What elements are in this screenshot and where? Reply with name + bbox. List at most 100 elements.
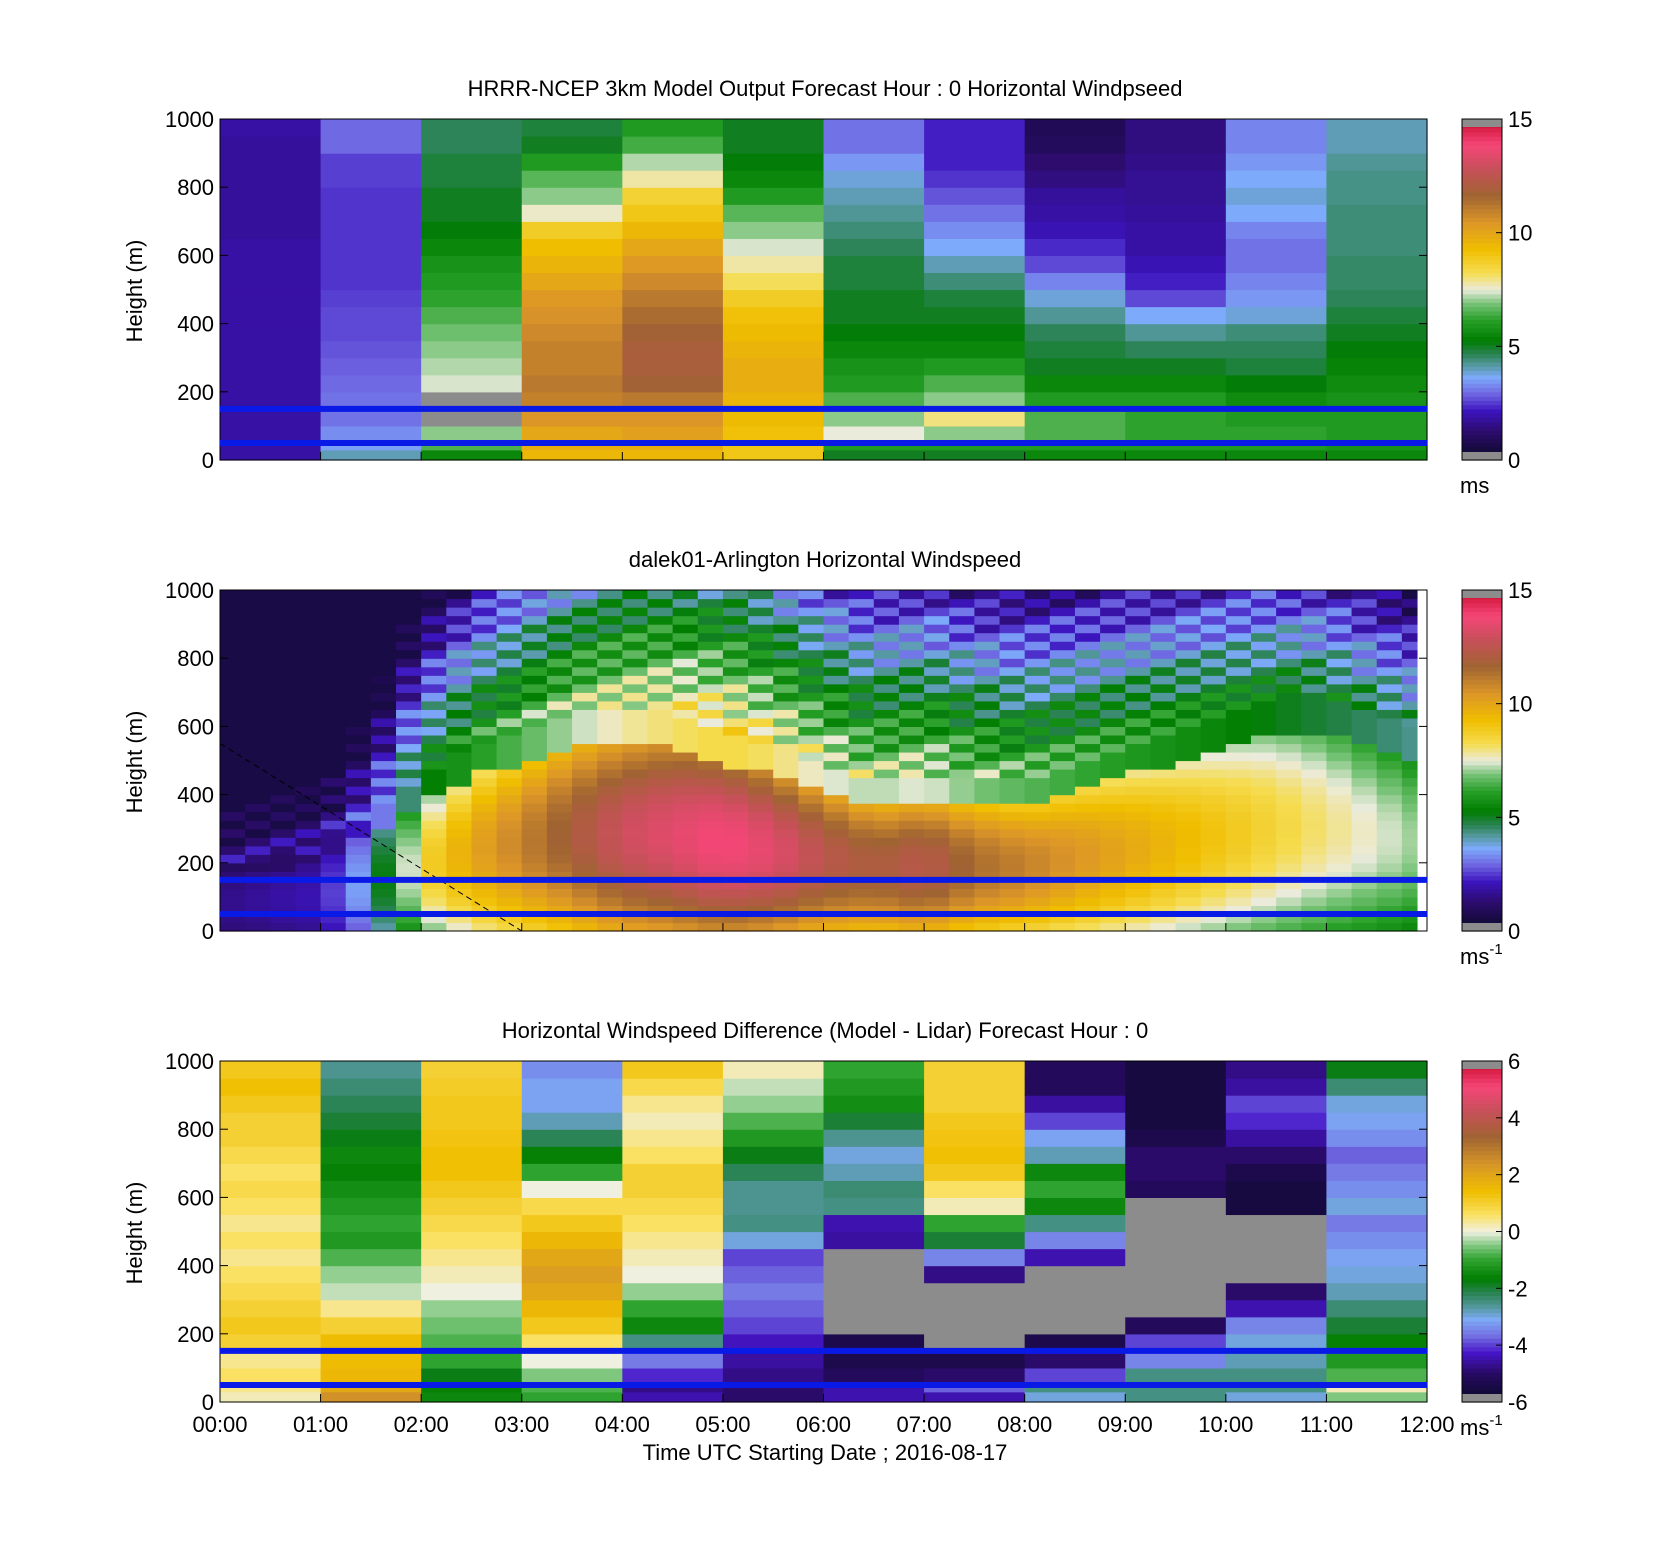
heatmap-cell [722, 786, 749, 796]
colorbar-swatch [1462, 828, 1502, 834]
heatmap-cell [1024, 425, 1126, 441]
colorbar-under [1462, 1394, 1502, 1402]
heatmap-cell [546, 794, 573, 804]
colorbar-swatch [1462, 1090, 1502, 1096]
heatmap-cell [270, 811, 297, 821]
heatmap-cell [245, 615, 271, 625]
heatmap-cell [1301, 624, 1328, 634]
heatmap-cell [622, 1391, 724, 1403]
heatmap-cell [421, 1231, 523, 1250]
heatmap-cell [1225, 709, 1252, 719]
heatmap-cell [773, 837, 799, 847]
heatmap-cell [1276, 896, 1302, 907]
heatmap-cell [798, 624, 825, 634]
heatmap-cell [245, 896, 271, 907]
heatmap-cell [1276, 777, 1302, 787]
heatmap-cell [1100, 624, 1126, 634]
heatmap-cell [848, 726, 875, 736]
heatmap-cell [1150, 683, 1177, 693]
heatmap-cell [1175, 641, 1202, 651]
heatmap-cell [873, 769, 900, 779]
heatmap-cell [597, 615, 623, 625]
heatmap-cell [622, 590, 649, 600]
heatmap-cell [697, 786, 724, 796]
heatmap-cell [1125, 1231, 1227, 1250]
heatmap-cell [748, 828, 774, 838]
heatmap-cell [873, 683, 900, 693]
heatmap-cell [1401, 641, 1418, 651]
colorbar-over [1462, 590, 1502, 598]
heatmap-cell [396, 854, 422, 864]
heatmap-cell [1326, 888, 1353, 898]
heatmap-cell [1024, 1129, 1126, 1147]
heatmap-cell [1200, 590, 1227, 600]
heatmap-cell [949, 820, 975, 830]
heatmap-cell [345, 598, 372, 608]
heatmap-cell [647, 786, 674, 796]
heatmap-cell [1100, 590, 1126, 600]
heatmap-cell [1276, 743, 1302, 753]
heatmap-cell [823, 1265, 925, 1284]
heatmap-cell [521, 922, 548, 932]
colorbar-swatch [1462, 413, 1502, 418]
heatmap-cell [924, 1333, 1026, 1352]
heatmap-cell [1225, 1146, 1328, 1164]
heatmap-cell [270, 913, 297, 924]
heatmap-cell [1351, 726, 1378, 736]
heatmap-cell [1024, 786, 1051, 796]
heatmap-cell [1351, 854, 1378, 864]
heatmap-cell [1024, 598, 1051, 608]
colorbar-swatch [1462, 756, 1502, 762]
heatmap-cell [848, 888, 875, 898]
heatmap-cell [1225, 357, 1328, 376]
heatmap-cell [1301, 726, 1328, 736]
heatmap-cell [722, 632, 749, 642]
heatmap-cell [773, 896, 799, 907]
heatmap-cell [220, 255, 322, 274]
colorbar-swatch [1462, 769, 1502, 774]
heatmap-cell [320, 726, 347, 736]
heatmap-cell [748, 607, 774, 617]
colorbar-swatch [1462, 1299, 1502, 1305]
heatmap-cell [345, 700, 372, 710]
heatmap-cell [1150, 922, 1177, 932]
heatmap-cell [396, 913, 422, 924]
heatmap-cell [1175, 615, 1202, 625]
heatmap-cell [1351, 777, 1378, 787]
heatmap-cell [521, 615, 548, 625]
heatmap-cell [898, 709, 925, 719]
heatmap-cell [873, 649, 900, 659]
heatmap-cell [597, 607, 623, 617]
heatmap-cell [722, 769, 749, 779]
heatmap-cell [798, 845, 825, 855]
heatmap-cell [496, 854, 523, 864]
heatmap-cell [1301, 845, 1328, 855]
heatmap-cell [1376, 871, 1403, 881]
heatmap-cell [672, 888, 699, 898]
colorbar-swatch [1462, 717, 1502, 723]
heatmap-cell [396, 700, 422, 710]
heatmap-cell [370, 615, 397, 625]
heatmap-cell [873, 905, 900, 915]
heatmap-cell [320, 187, 422, 205]
heatmap-cell [949, 760, 975, 770]
heatmap-cell [245, 777, 271, 787]
heatmap-cell [773, 598, 799, 608]
heatmap-cell [999, 862, 1026, 872]
heatmap-cell [320, 289, 422, 308]
heatmap-cell [446, 743, 473, 753]
heatmap-cell [1225, 1112, 1328, 1130]
heatmap-cell [421, 896, 447, 907]
heatmap-cell [1225, 794, 1252, 804]
colorbar-unit: ms [1460, 473, 1489, 498]
heatmap-cell [722, 221, 825, 239]
colorbar-swatch [1462, 1069, 1502, 1075]
heatmap-cell [1024, 692, 1051, 702]
colorbar-swatch [1462, 178, 1502, 184]
heatmap-cell [1100, 743, 1126, 753]
heatmap-cell [1049, 803, 1076, 813]
heatmap-cell [1150, 692, 1177, 702]
heatmap-cell [295, 786, 322, 796]
heatmap-cell [722, 641, 749, 651]
heatmap-cell [722, 1248, 825, 1267]
